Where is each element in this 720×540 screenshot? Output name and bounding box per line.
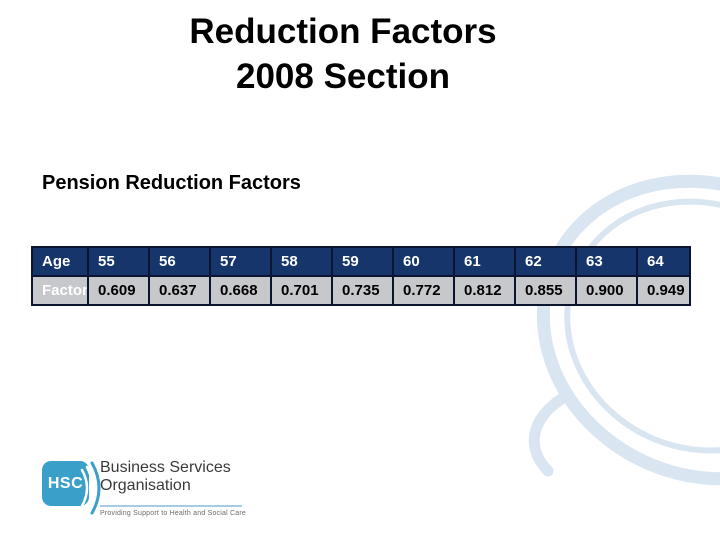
- factor-cell: 0.609: [89, 277, 148, 304]
- title-line-2: 2008 Section: [236, 57, 450, 96]
- slide-title: Reduction Factors 2008 Section: [0, 9, 686, 99]
- factor-cell: 0.812: [455, 277, 514, 304]
- factors-table: Age 55 56 57 58 59 60 61 62 63 64 Factor 0.609 0.637 0…: [31, 246, 691, 306]
- org-name-line-1: Business Services: [100, 459, 231, 476]
- age-cell: 59: [333, 248, 392, 275]
- age-row-label-cell: Age: [33, 248, 87, 275]
- age-cell: 57: [211, 248, 270, 275]
- hsc-logo: HSC Business Services Organisation Provi…: [42, 458, 262, 528]
- age-cell: 63: [577, 248, 636, 275]
- factor-row-label-cell: Factor: [33, 277, 87, 304]
- org-name: Business Services Organisation: [100, 459, 231, 495]
- logo-arcs-icon: [80, 461, 101, 515]
- age-cell: 61: [455, 248, 514, 275]
- age-cell: 60: [394, 248, 453, 275]
- section-heading: Pension Reduction Factors: [42, 172, 301, 194]
- factor-cell: 0.949: [638, 277, 689, 304]
- age-cell: 55: [89, 248, 148, 275]
- age-cell: 64: [638, 248, 689, 275]
- factor-cell: 0.637: [150, 277, 209, 304]
- age-cell: 56: [150, 248, 209, 275]
- org-name-line-2: Organisation: [100, 477, 191, 494]
- age-cell: 58: [272, 248, 331, 275]
- title-line-1: Reduction Factors: [189, 12, 497, 51]
- factor-cell: 0.735: [333, 277, 392, 304]
- logo-divider: [100, 505, 242, 507]
- factor-cell: 0.668: [211, 277, 270, 304]
- factor-cell: 0.900: [577, 277, 636, 304]
- logo-tagline: Providing Support to Health and Social C…: [100, 510, 246, 517]
- factor-cell: 0.772: [394, 277, 453, 304]
- hsc-logo-mark: HSC: [42, 461, 89, 506]
- factor-cell: 0.701: [272, 277, 331, 304]
- factor-cell: 0.855: [516, 277, 575, 304]
- age-cell: 62: [516, 248, 575, 275]
